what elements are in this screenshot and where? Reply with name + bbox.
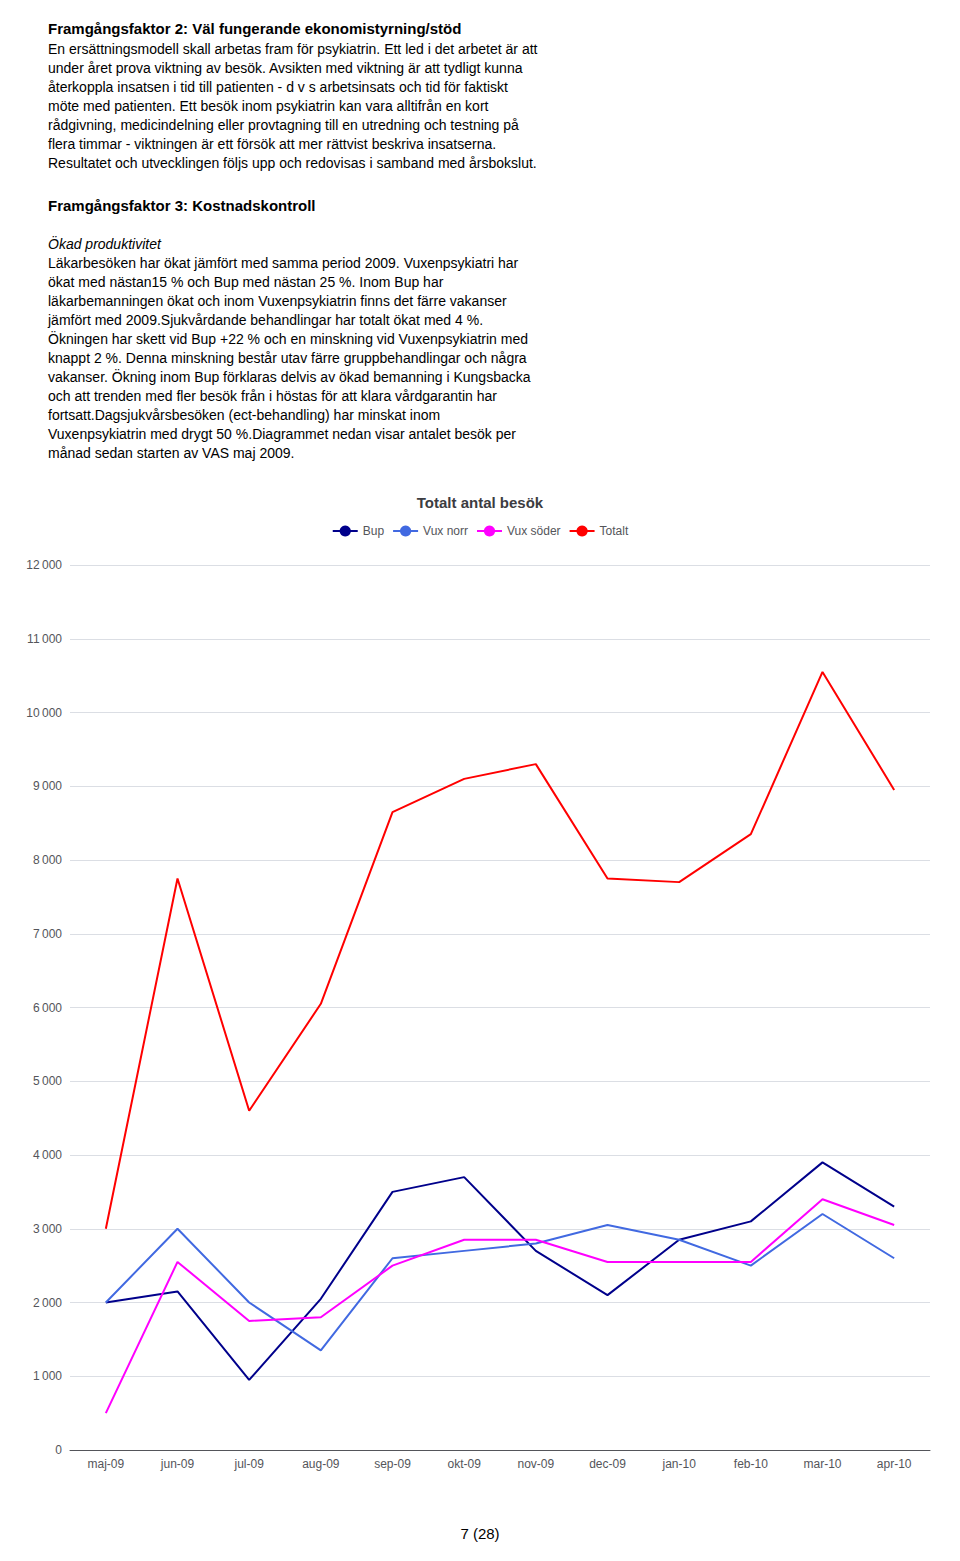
svg-text:okt-09: okt-09	[447, 1457, 481, 1471]
svg-text:1 000: 1 000	[33, 1369, 62, 1383]
html-text:Ökningen har skett vid Bup +22: Ökningen har skett vid Bup +22 % och en …	[48, 331, 528, 347]
html-text:Läkarbesöken har ökat jämfört: Läkarbesöken har ökat jämfört med samma …	[48, 255, 519, 271]
html-text:Resultatet och utvecklingen fö: Resultatet och utvecklingen följs upp oc…	[48, 155, 537, 171]
svg-text:jun-09: jun-09	[160, 1457, 195, 1471]
svg-text:Vux söder: Vux söder	[507, 524, 561, 538]
svg-text:5 000: 5 000	[33, 1074, 62, 1088]
svg-text:7 000: 7 000	[33, 927, 62, 941]
html-text:Ökad produktivitet: Ökad produktivitet	[48, 236, 161, 252]
svg-text:mar-10: mar-10	[803, 1457, 841, 1471]
svg-text:dec-09: dec-09	[589, 1457, 626, 1471]
svg-text:11 000: 11 000	[27, 632, 62, 646]
svg-text:2 000: 2 000	[33, 1296, 62, 1310]
html-text:läkarbemanningen ökat och inom: läkarbemanningen ökat och inom Vuxenpsyk…	[48, 293, 507, 309]
html-text:vakanser. Ökning inom Bup förk: vakanser. Ökning inom Bup förklaras delv…	[48, 369, 531, 385]
svg-text:maj-09: maj-09	[87, 1457, 124, 1471]
svg-text:4 000: 4 000	[33, 1148, 62, 1162]
svg-text:apr-10: apr-10	[877, 1457, 912, 1471]
svg-text:Totalt: Totalt	[600, 524, 629, 538]
svg-text:aug-09: aug-09	[302, 1457, 340, 1471]
html-text:7 (28): 7 (28)	[460, 1525, 500, 1542]
svg-text:0: 0	[55, 1443, 62, 1457]
svg-text:feb-10: feb-10	[734, 1457, 768, 1471]
html-text:rådgivning, medicindelning ell: rådgivning, medicindelning eller provtag…	[48, 117, 519, 133]
svg-text:12 000: 12 000	[26, 558, 62, 572]
html-text:flera timmar - viktningen är e: flera timmar - viktningen är ett försök …	[48, 136, 497, 152]
html-text:återkoppla insatsen i tid till: återkoppla insatsen i tid till patienten…	[48, 79, 508, 95]
html-text:fortsatt.Dagsjukvårsbesöken (e: fortsatt.Dagsjukvårsbesöken (ect-behandl…	[48, 407, 441, 423]
svg-text:9 000: 9 000	[33, 779, 62, 793]
html-text:Vuxenpsykiatrin med drygt 50 %: Vuxenpsykiatrin med drygt 50 %.Diagramme…	[48, 426, 516, 442]
svg-text:Bup: Bup	[363, 524, 385, 538]
html-text:En ersättningsmodell skall arb: En ersättningsmodell skall arbetas fram …	[48, 41, 538, 57]
svg-text:6 000: 6 000	[33, 1001, 62, 1015]
html-text:knappt 2 %. Denna minskning be: knappt 2 %. Denna minskning består utav …	[48, 350, 527, 366]
svg-text:3 000: 3 000	[33, 1222, 62, 1236]
svg-text:nov-09: nov-09	[517, 1457, 554, 1471]
svg-text:Totalt antal besök: Totalt antal besök	[417, 494, 544, 511]
svg-text:jan-10: jan-10	[661, 1457, 696, 1471]
html-text:Framgångsfaktor 3: Kostnadskon: Framgångsfaktor 3: Kostnadskontroll	[48, 197, 316, 214]
html-text:jämfört med 2009.Sjukvårdande: jämfört med 2009.Sjukvårdande behandling…	[48, 312, 483, 328]
html-text:Framgångsfaktor 2: Väl fungera: Framgångsfaktor 2: Väl fungerande ekonom…	[48, 20, 462, 37]
svg-text:jul-09: jul-09	[233, 1457, 264, 1471]
svg-text:sep-09: sep-09	[374, 1457, 411, 1471]
html-text:under året prova viktning av b: under året prova viktning av besök. Avsi…	[48, 60, 523, 76]
html-text:möte med patienten. Ett besök: möte med patienten. Ett besök inom psyki…	[48, 98, 489, 114]
html-text:månad sedan starten av VAS maj: månad sedan starten av VAS maj 2009.	[48, 445, 295, 461]
svg-text:Vux norr: Vux norr	[423, 524, 468, 538]
svg-text:8 000: 8 000	[33, 853, 62, 867]
html-text:och att trenden med fler besök: och att trenden med fler besök från i hö…	[48, 388, 497, 404]
html-text:ökat med nästan15 % och Bup me: ökat med nästan15 % och Bup med nästan 2…	[48, 274, 444, 290]
svg-text:10 000: 10 000	[26, 706, 62, 720]
